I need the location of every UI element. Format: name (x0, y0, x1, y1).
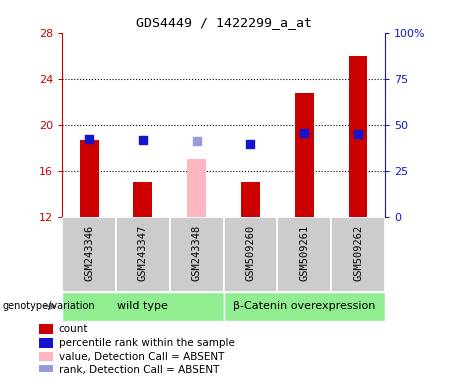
Text: percentile rank within the sample: percentile rank within the sample (59, 338, 235, 348)
Bar (62, 292, 224, 321)
Text: value, Detection Call = ABSENT: value, Detection Call = ABSENT (59, 351, 224, 361)
Point (139, 137, 147, 143)
Text: rank, Detection Call = ABSENT: rank, Detection Call = ABSENT (59, 366, 219, 376)
Point (301, 130, 308, 136)
Bar (331, 217, 385, 292)
Text: genotype/variation: genotype/variation (2, 301, 95, 311)
Text: wild type: wild type (118, 301, 168, 311)
Bar (224, 217, 278, 292)
Text: GSM509261: GSM509261 (299, 225, 309, 281)
Bar (80, 140, 99, 217)
Bar (170, 217, 224, 292)
Text: β-Catenin overexpression: β-Catenin overexpression (233, 301, 375, 311)
Bar (39, 338, 53, 348)
Text: GSM509262: GSM509262 (353, 225, 363, 281)
Point (193, 138, 201, 144)
Bar (187, 159, 206, 217)
Bar (224, 292, 385, 321)
Bar (62, 217, 116, 292)
Title: GDS4449 / 1422299_a_at: GDS4449 / 1422299_a_at (136, 16, 312, 29)
Bar (39, 351, 53, 361)
Point (85, 136, 93, 142)
Bar (134, 182, 152, 217)
Bar (39, 366, 53, 376)
Bar (295, 93, 313, 217)
Bar (241, 182, 260, 217)
Bar (39, 324, 53, 334)
Text: GSM509260: GSM509260 (245, 225, 255, 281)
Point (247, 141, 254, 147)
Bar (278, 217, 331, 292)
Point (355, 131, 362, 137)
Bar (116, 217, 170, 292)
Text: GSM243348: GSM243348 (192, 225, 202, 281)
Text: GSM243346: GSM243346 (84, 225, 94, 281)
Text: count: count (59, 324, 88, 334)
Text: GSM243347: GSM243347 (138, 225, 148, 281)
Bar (349, 56, 367, 217)
